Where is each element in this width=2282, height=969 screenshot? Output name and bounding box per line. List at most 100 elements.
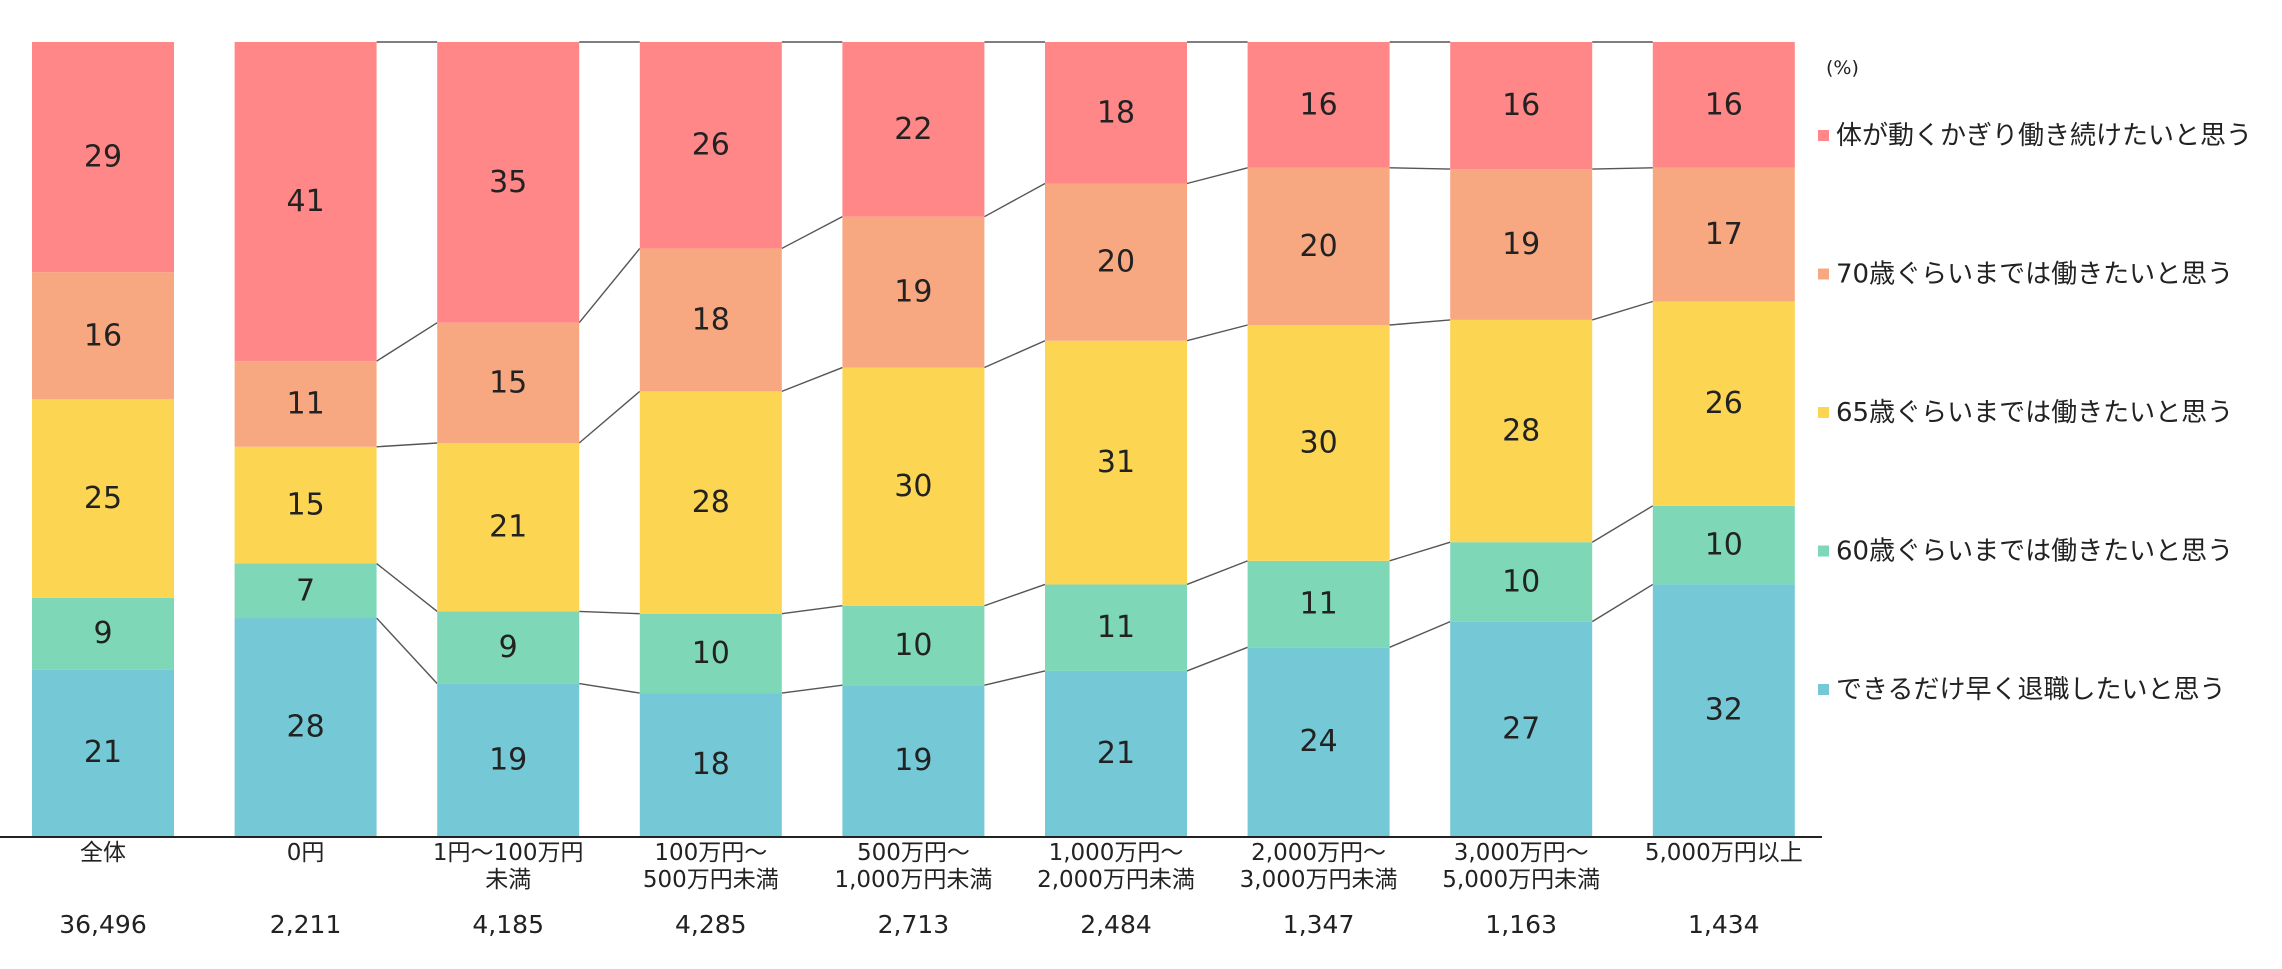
bar-segment-8-3	[1652, 167, 1795, 302]
value-label-5-3: 20	[1097, 245, 1135, 280]
bar-segment-2-4	[437, 42, 580, 323]
legend-swatch-0	[1818, 130, 1829, 141]
sample-size-label-2: 4,185	[472, 910, 544, 939]
value-label-5-1: 11	[1097, 610, 1135, 645]
connector-line-5-3	[1186, 324, 1248, 342]
legend-swatch-2	[1818, 407, 1829, 418]
bar-segment-4-4	[842, 42, 985, 217]
category-label-7: 3,000万円～ 5,000万円未満	[1442, 840, 1600, 893]
value-label-7-3: 19	[1502, 227, 1540, 262]
value-label-0-4: 29	[84, 140, 122, 175]
sample-size-label-5: 2,484	[1080, 910, 1152, 939]
connector-line-1-2	[376, 562, 438, 612]
legend-label-2: 65歳ぐらいまでは働きたいと思う	[1836, 398, 2233, 428]
bars-group	[32, 42, 1795, 836]
category-label-5: 1,000万円～ 2,000万円未満	[1037, 840, 1195, 893]
bar-segment-7-1	[1450, 542, 1593, 622]
value-label-5-0: 21	[1097, 736, 1135, 771]
connector-line-6-2	[1389, 541, 1451, 562]
sample-size-labels-group: 36,496 2,211 4,185 4,285 2,713 2,484 1,347 1,16…	[59, 910, 1759, 939]
bar-segment-0-2	[32, 399, 174, 598]
sample-size-label-7: 1,163	[1485, 910, 1557, 939]
bar-segment-7-2	[1450, 319, 1593, 543]
value-label-3-3: 18	[692, 302, 730, 337]
bar-segment-6-1	[1247, 560, 1390, 648]
value-label-0-0: 21	[84, 735, 122, 770]
sample-size-label-4: 2,713	[878, 910, 950, 939]
value-label-1-3: 11	[287, 386, 325, 421]
value-label-4-0: 19	[894, 743, 932, 778]
bar-segment-8-0	[1652, 584, 1795, 836]
category-label-8: 5,000万円以上	[1645, 840, 1803, 866]
value-label-1-0: 28	[287, 710, 325, 745]
value-label-3-4: 26	[692, 128, 730, 163]
value-label-2-2: 21	[489, 510, 527, 545]
bar-segment-6-0	[1247, 647, 1390, 836]
bar-segment-7-4	[1450, 42, 1593, 170]
legend-label-3: 60歳ぐらいまでは働きたいと思う	[1836, 537, 2233, 567]
bar-segment-1-2	[234, 446, 377, 564]
category-labels-group: 全体 0円 1円～100万円未満 100万円～ 500万円未満 500万円～ 1,000万円…	[80, 840, 1803, 893]
legend-label-0: 体が動くかぎり働き続けたいと思う	[1836, 121, 2252, 151]
bar-segment-6-4	[1247, 42, 1390, 168]
connector-line-2-2	[579, 610, 640, 615]
bar-segment-1-0	[234, 618, 377, 836]
sample-size-label-3: 4,285	[675, 910, 747, 939]
connector-line-4-1	[984, 670, 1046, 686]
connector-line-7-3	[1591, 300, 1654, 321]
connector-line-5-1	[1186, 646, 1248, 672]
legend-swatch-1	[1818, 268, 1829, 280]
bar-segment-4-0	[842, 685, 985, 836]
legend-swatch-4	[1818, 684, 1829, 695]
connector-line-7-2	[1591, 505, 1654, 543]
connector-line-3-1	[781, 684, 843, 694]
value-label-8-2: 26	[1705, 386, 1743, 421]
value-label-6-4: 16	[1300, 87, 1338, 122]
bar-segment-1-4	[234, 42, 377, 362]
connector-line-6-4	[1389, 167, 1451, 170]
connector-line-4-2	[984, 583, 1046, 607]
bar-segment-5-4	[1045, 42, 1187, 184]
legend-label-4: できるだけ早く退職したいと思う	[1836, 675, 2225, 705]
bar-segment-5-1	[1045, 584, 1187, 671]
value-label-3-2: 28	[692, 485, 730, 520]
value-label-2-4: 35	[489, 165, 527, 200]
bar-segment-4-1	[842, 605, 985, 686]
value-label-8-3: 17	[1705, 217, 1743, 252]
connector-line-7-1	[1591, 583, 1654, 623]
value-label-6-2: 30	[1300, 425, 1338, 460]
connector-lines	[376, 41, 1654, 694]
bar-segment-8-2	[1652, 301, 1795, 506]
connector-line-4-4	[984, 182, 1046, 218]
bar-segment-3-0	[639, 693, 782, 836]
sample-size-label-1: 2,211	[270, 910, 342, 939]
connector-line-1-4	[376, 322, 438, 362]
value-label-3-0: 18	[692, 747, 730, 782]
sample-size-label-6: 1,347	[1283, 910, 1355, 939]
value-label-7-2: 28	[1502, 414, 1540, 449]
bar-segment-5-2	[1045, 340, 1187, 585]
value-label-1-2: 15	[287, 488, 325, 523]
value-label-4-3: 19	[894, 275, 932, 310]
value-label-7-1: 10	[1502, 564, 1540, 599]
connector-line-3-2	[781, 605, 843, 615]
value-label-6-0: 24	[1300, 724, 1338, 759]
connector-line-3-4	[781, 216, 843, 250]
value-label-2-3: 15	[489, 365, 527, 400]
value-label-2-0: 19	[489, 742, 527, 777]
value-label-6-1: 11	[1300, 587, 1338, 622]
value-label-6-3: 20	[1300, 229, 1338, 264]
connector-line-5-4	[1186, 167, 1248, 185]
bar-segment-7-3	[1450, 169, 1593, 320]
value-label-7-0: 27	[1502, 711, 1540, 746]
bar-segment-8-1	[1652, 505, 1795, 585]
connector-line-1-1	[376, 617, 438, 685]
bar-segment-5-3	[1045, 183, 1187, 341]
bar-segment-3-4	[639, 42, 782, 249]
category-label-3: 100万円～ 500万円未満	[643, 840, 779, 893]
category-label-0: 全体	[80, 840, 126, 866]
bar-segment-1-1	[234, 563, 377, 619]
value-label-7-4: 16	[1502, 88, 1540, 123]
